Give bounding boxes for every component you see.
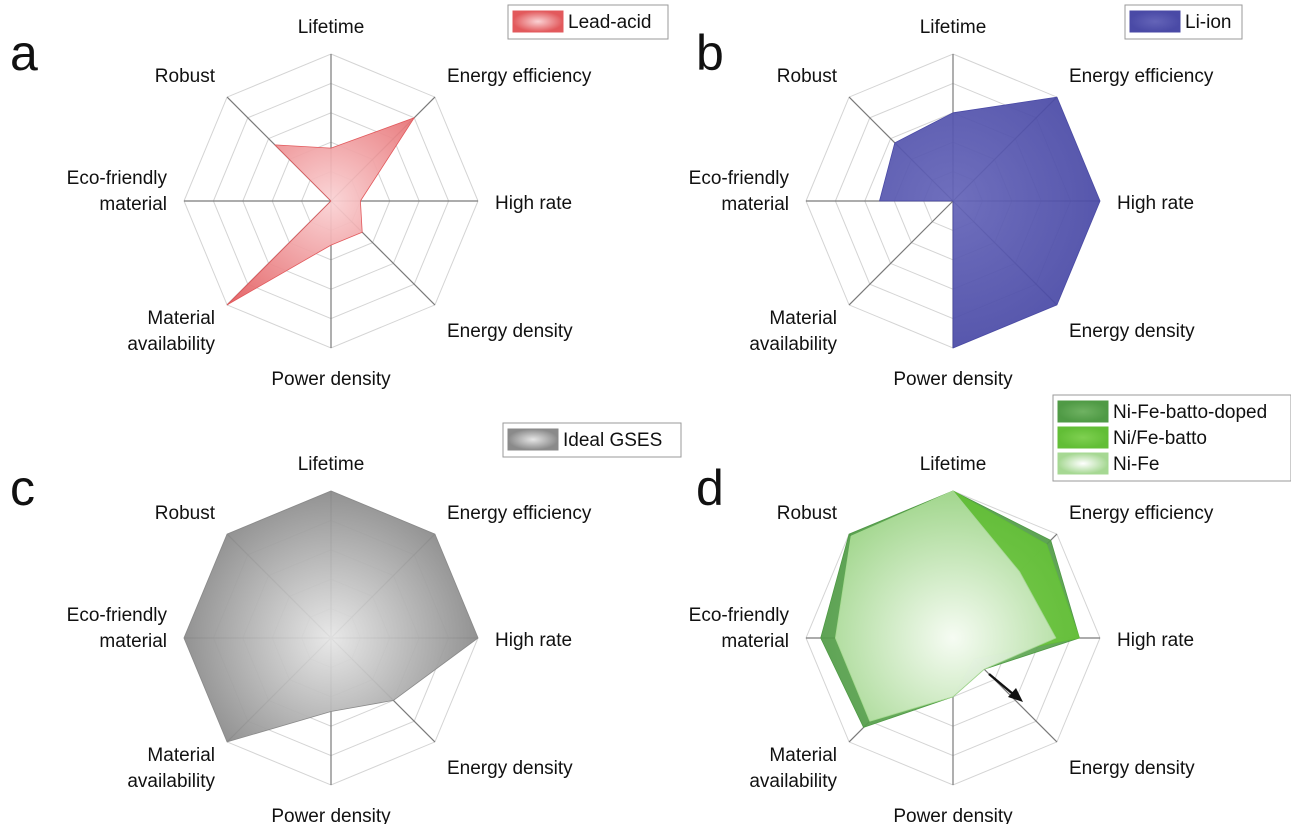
legend-swatch-ni-fe — [1057, 452, 1109, 475]
axis-label-robust: Robust — [777, 66, 838, 87]
legend: Li-ion — [1124, 4, 1243, 40]
legend: Lead-acid — [507, 4, 669, 40]
radar-panel-a: Lifetime Energy efficiency High rate Energy… — [10, 4, 669, 390]
series-ni-fe-area — [835, 490, 1057, 722]
axis-label-lifetime: Lifetime — [298, 17, 365, 38]
axis-label-material-availability-line2: availability — [749, 334, 837, 355]
axis-label-power-density: Power density — [893, 369, 1013, 390]
panel-letter-c: c — [10, 460, 35, 516]
axis-label-power-density: Power density — [271, 806, 391, 824]
axis-label-material-availability-line1: Material — [769, 308, 837, 329]
axis-spoke — [848, 200, 954, 306]
axis-label-eco-friendly-material-line1: Eco-friendly — [67, 605, 168, 626]
annotation-arrow-shaft — [988, 673, 1014, 695]
axis-label-high-rate: High rate — [495, 630, 572, 651]
legend-swatch-ni-fe-batto — [1057, 426, 1109, 449]
axis-label-energy-efficiency: Energy efficiency — [447, 66, 592, 87]
axis-label-high-rate: High rate — [1117, 630, 1194, 651]
annotation-arrow-head — [1008, 688, 1023, 702]
series-ideal-gses-area — [183, 490, 479, 743]
axis-label-material-availability-line2: availability — [127, 334, 215, 355]
axis-label-energy-efficiency: Energy efficiency — [447, 503, 592, 524]
panel-letter-d: d — [696, 460, 724, 516]
axis-label-eco-friendly-material-line2: material — [99, 194, 167, 215]
axis-label-eco-friendly-material-line2: material — [721, 631, 789, 652]
axis-label-robust: Robust — [777, 503, 838, 524]
legend-swatch-ni-fe-batto-doped — [1057, 400, 1109, 423]
series-li-ion-area — [879, 96, 1101, 349]
axis-label-material-availability-line1: Material — [147, 308, 215, 329]
axis-label-robust: Robust — [155, 66, 216, 87]
axis-label-eco-friendly-material-line1: Eco-friendly — [689, 605, 790, 626]
legend-label-lead-acid: Lead-acid — [568, 12, 651, 33]
axis-label-material-availability-line1: Material — [769, 745, 837, 766]
axis-label-energy-density: Energy density — [447, 758, 573, 779]
axis-label-lifetime: Lifetime — [920, 454, 987, 475]
radar-panel-d: Lifetime Energy efficiency High rate Energy… — [689, 394, 1291, 824]
axis-label-power-density: Power density — [893, 806, 1013, 824]
panel-letter-b: b — [696, 25, 724, 81]
legend: Ni-Fe-batto-doped Ni/Fe-batto Ni-Fe — [1052, 394, 1291, 482]
axis-label-eco-friendly-material-line1: Eco-friendly — [689, 168, 790, 189]
legend-label-ideal-gses: Ideal GSES — [563, 430, 662, 451]
legend-label-li-ion: Li-ion — [1185, 12, 1231, 33]
legend-label-ni-fe: Ni-Fe — [1113, 454, 1159, 475]
axis-label-energy-density: Energy density — [447, 321, 573, 342]
axis-label-eco-friendly-material-line2: material — [721, 194, 789, 215]
legend: Ideal GSES — [502, 422, 682, 458]
radar-panel-b: Lifetime Energy efficiency High rate Energy… — [689, 4, 1243, 390]
radar-panel-c: Lifetime Energy efficiency High rate Energy… — [10, 422, 682, 824]
legend-label-ni-fe-batto: Ni/Fe-batto — [1113, 428, 1207, 449]
legend-swatch-li-ion — [1129, 10, 1181, 33]
axis-label-robust: Robust — [155, 503, 216, 524]
axis-label-energy-density: Energy density — [1069, 321, 1195, 342]
legend-label-ni-fe-batto-doped: Ni-Fe-batto-doped — [1113, 402, 1267, 423]
axis-label-high-rate: High rate — [495, 193, 572, 214]
axis-label-eco-friendly-material-line1: Eco-friendly — [67, 168, 168, 189]
axis-label-energy-efficiency: Energy efficiency — [1069, 503, 1214, 524]
legend-swatch-ideal-gses — [507, 428, 559, 451]
axis-label-lifetime: Lifetime — [920, 17, 987, 38]
radar-panels: Lifetime Energy efficiency High rate Energy… — [10, 4, 1291, 824]
axis-label-material-availability-line2: availability — [749, 771, 837, 792]
axis-label-lifetime: Lifetime — [298, 454, 365, 475]
series-lead-acid-area — [226, 117, 415, 306]
axis-label-high-rate: High rate — [1117, 193, 1194, 214]
panel-letter-a: a — [10, 25, 38, 81]
axis-label-eco-friendly-material-line2: material — [99, 631, 167, 652]
axis-label-energy-efficiency: Energy efficiency — [1069, 66, 1214, 87]
axis-label-material-availability-line2: availability — [127, 771, 215, 792]
legend-swatch-lead-acid — [512, 10, 564, 33]
axis-label-material-availability-line1: Material — [147, 745, 215, 766]
axis-label-power-density: Power density — [271, 369, 391, 390]
axis-label-energy-density: Energy density — [1069, 758, 1195, 779]
